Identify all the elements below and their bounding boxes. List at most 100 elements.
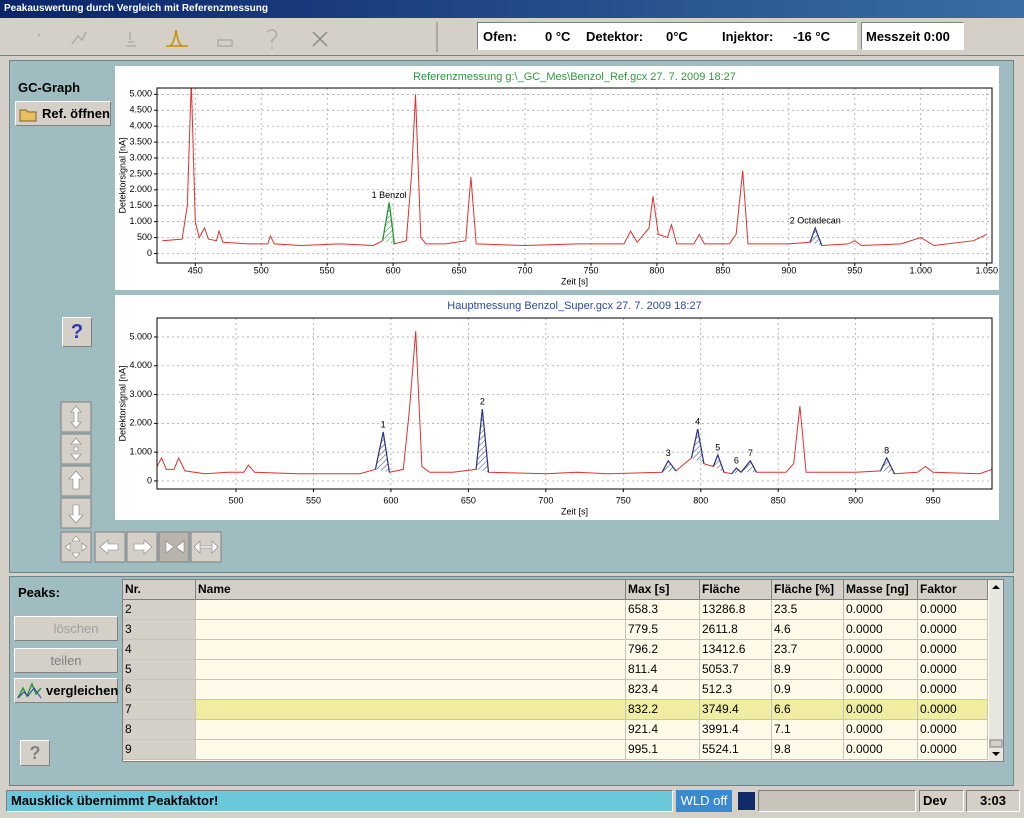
- detector-label: Detektor:: [586, 29, 644, 44]
- table-cell: 23.5: [772, 600, 844, 620]
- name-cell: [196, 740, 626, 760]
- table-cell: 811.4: [626, 660, 700, 680]
- plot: [157, 331, 992, 475]
- peak-outline: [374, 431, 390, 473]
- x-tick-label: 900: [848, 495, 863, 505]
- title-bar: Peakauswertung durch Vergleich mit Refer…: [0, 0, 1024, 18]
- signal-line: [157, 331, 992, 475]
- x-tick-label: 500: [254, 265, 269, 275]
- status-box: Ofen: 0 °C Detektor: 0°C Injektor: -16 °…: [477, 22, 857, 50]
- panel-title: GC-Graph: [18, 80, 81, 95]
- x-tick-label: 600: [383, 495, 398, 505]
- column-header: Name: [196, 580, 626, 600]
- status-bar: Mausklick übernimmt Peakfaktor! WLD off …: [0, 788, 1024, 818]
- delete-button[interactable]: löschen: [14, 616, 118, 641]
- tool-icon[interactable]: [312, 31, 328, 47]
- table-cell: 13412.6: [700, 640, 772, 660]
- row-number: 9: [123, 740, 196, 760]
- row-number: 4: [123, 640, 196, 660]
- table-cell: 823.4: [626, 680, 700, 700]
- peak-area: [662, 460, 676, 473]
- peak-label: 3: [666, 448, 671, 458]
- peaks-panel: Peaks: löschen teilen vergleichen ? Nr. N…: [9, 576, 1014, 786]
- y-axis-label: Detektorsignal [nA]: [117, 137, 127, 213]
- scroll-arrows: [989, 585, 1003, 756]
- peak-outline: [382, 202, 395, 244]
- x-tick-label: 900: [781, 265, 796, 275]
- table-cell: 921.4: [626, 720, 700, 740]
- button-label: vergleichen: [46, 683, 119, 698]
- tool-icon[interactable]: [126, 32, 136, 47]
- x-tick-label: 950: [926, 495, 941, 505]
- peak-outline: [731, 467, 742, 475]
- scrollbar[interactable]: [989, 580, 1003, 761]
- table-cell: 0.0000: [918, 720, 988, 740]
- x-tick-label: 450: [188, 265, 203, 275]
- x-tick-label: 750: [583, 265, 598, 275]
- compare-button[interactable]: vergleichen: [14, 678, 118, 703]
- plot-frame: [156, 87, 993, 264]
- y-axis-label: Detektorsignal [nA]: [117, 365, 127, 441]
- toolbar: Ofen: 0 °C Detektor: 0°C Injektor: -16 °…: [0, 18, 1024, 56]
- signal-line: [162, 88, 987, 247]
- y-tick-label: 5.000: [129, 331, 152, 341]
- clock-field: 3:03: [966, 790, 1020, 812]
- peak-area: [731, 468, 741, 474]
- x-tick-label: 850: [771, 495, 786, 505]
- table-cell: 0.0000: [918, 620, 988, 640]
- table-cell: 0.0000: [844, 660, 918, 680]
- detector-value: 0°C: [666, 29, 688, 44]
- column-header: Masse [ng]: [844, 580, 918, 600]
- table-cell: 796.2: [626, 640, 700, 660]
- y-tick-label: 3.500: [129, 136, 152, 146]
- tool-icon[interactable]: [217, 39, 233, 47]
- tool-icon[interactable]: [166, 29, 188, 47]
- table-cell: 0.0000: [918, 740, 988, 760]
- column-header: Nr.: [123, 580, 196, 600]
- row-number: 2: [123, 600, 196, 620]
- y-tick-label: 500: [137, 232, 152, 242]
- name-cell: [196, 660, 626, 680]
- peak-outline: [740, 459, 758, 473]
- y-tick-label: 4.000: [129, 121, 152, 131]
- peak-area: [375, 432, 390, 473]
- name-cell: [196, 600, 626, 620]
- chart-title: Referenzmessung g:\_GC_Mes\Benzol_Ref.gc…: [413, 71, 736, 83]
- tool-icon[interactable]: [266, 29, 278, 49]
- button-label: Ref. öffnen: [42, 106, 110, 121]
- x-tick-label: 850: [715, 265, 730, 275]
- peak-outline: [809, 226, 823, 246]
- row-number: 3: [123, 620, 196, 640]
- panel-title: Peaks:: [18, 585, 60, 600]
- plot-frame: [156, 317, 993, 490]
- chart-title: Hauptmessung Benzol_Super.gcx 27. 7. 200…: [447, 300, 701, 312]
- table-cell: 779.5: [626, 620, 700, 640]
- open-reference-button[interactable]: Ref. öffnen: [15, 101, 111, 126]
- y-tick-label: 4.000: [129, 360, 152, 370]
- tool-icon[interactable]: [71, 31, 87, 45]
- y-tick-label: 1.500: [129, 200, 152, 210]
- help-button[interactable]: ?: [62, 317, 92, 347]
- table-cell: 3749.4: [700, 700, 772, 720]
- x-tick-label: 950: [847, 265, 862, 275]
- table-cell: 658.3: [626, 600, 700, 620]
- peak-outline: [712, 453, 725, 473]
- name-cell: [196, 720, 626, 740]
- column-header: Max [s]: [626, 580, 700, 600]
- help-button[interactable]: ?: [20, 740, 50, 766]
- y-tick-label: 2.000: [129, 418, 152, 428]
- y-tick-label: 2.000: [129, 184, 152, 194]
- split-button[interactable]: teilen: [14, 648, 118, 673]
- window-title: Peakauswertung durch Vergleich mit Refer…: [4, 3, 268, 14]
- table-cell: 0.0000: [844, 620, 918, 640]
- tool-icon[interactable]: [37, 33, 41, 37]
- table-cell: 995.1: [626, 740, 700, 760]
- table-cell: 8.9: [772, 660, 844, 680]
- compare-icon: [17, 682, 42, 699]
- table-cell: 23.7: [772, 640, 844, 660]
- x-tick-label: 800: [693, 495, 708, 505]
- table-cell: 2611.8: [700, 620, 772, 640]
- y-tick-label: 1.000: [129, 447, 152, 457]
- x-tick-label: 800: [649, 265, 664, 275]
